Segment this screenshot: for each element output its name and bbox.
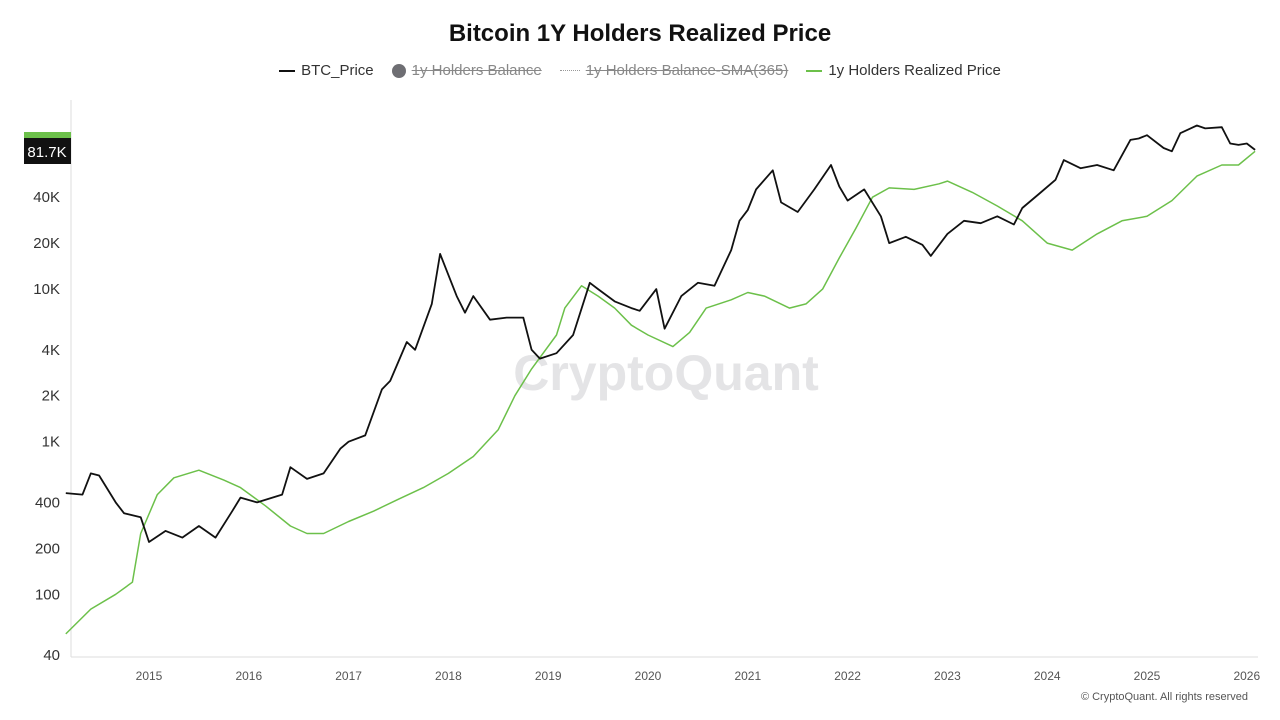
legend-item-holders-balance-sma[interactable]: 1y Holders Balance-SMA(365): [559, 62, 789, 79]
y-tick-label: 20K: [33, 235, 60, 252]
x-tick-label: 2019: [535, 669, 562, 683]
x-tick-label: 2022: [834, 669, 861, 683]
series-line-btc-price: [65, 124, 1256, 543]
y-tick-label: 1K: [42, 434, 60, 451]
line-swatch-icon: [806, 69, 823, 72]
legend-label: 1y Holders Realized Price: [828, 62, 1001, 79]
x-tick-label: 2021: [734, 669, 761, 683]
y-tick-label: 40: [43, 647, 60, 664]
x-tick-label: 2015: [136, 669, 163, 683]
x-tick-label: 2025: [1134, 669, 1161, 683]
line-swatch-icon: [279, 69, 296, 72]
chart-title: Bitcoin 1Y Holders Realized Price: [448, 20, 832, 47]
y-tick-label: 4K: [42, 342, 60, 359]
current-value-label: 81.7K: [27, 144, 66, 161]
legend-label: BTC_Price: [301, 62, 374, 79]
y-tick-label: 40K: [33, 189, 60, 206]
x-tick-label: 2017: [335, 669, 362, 683]
legend-item-btc-price[interactable]: BTC_Price: [279, 62, 374, 79]
legend-label: 1y Holders Balance: [411, 62, 542, 79]
x-tick-label: 2020: [635, 669, 662, 683]
legend-item-realized-price[interactable]: 1y Holders Realized Price: [806, 62, 1001, 79]
realized-price-value-tag: [24, 132, 71, 138]
x-tick-label: 2023: [934, 669, 961, 683]
x-tick-label: 2024: [1034, 669, 1061, 683]
legend-label: 1y Holders Balance-SMA(365): [585, 62, 789, 79]
series-line-1y-holders-realized-price: [65, 150, 1256, 635]
x-tick-label: 2026: [1233, 669, 1260, 683]
y-tick-label: 400: [35, 494, 60, 511]
x-tick-label: 2016: [235, 669, 262, 683]
legend: BTC_Price 1y Holders Balance 1y Holders …: [0, 62, 1280, 79]
y-tick-label: 10K: [33, 281, 60, 298]
y-tick-label: 200: [35, 540, 60, 557]
legend-item-holders-balance[interactable]: 1y Holders Balance: [391, 62, 542, 79]
current-value-tag: [24, 138, 71, 164]
x-tick-label: 2018: [435, 669, 462, 683]
circle-swatch-icon: [391, 63, 406, 78]
copyright-footer: © CryptoQuant. All rights reserved: [1080, 691, 1248, 703]
watermark: CryptoQuant: [513, 345, 819, 401]
y-tick-label: 2K: [42, 388, 60, 405]
y-tick-label: 100: [35, 586, 60, 603]
dotted-swatch-icon: [559, 70, 580, 71]
